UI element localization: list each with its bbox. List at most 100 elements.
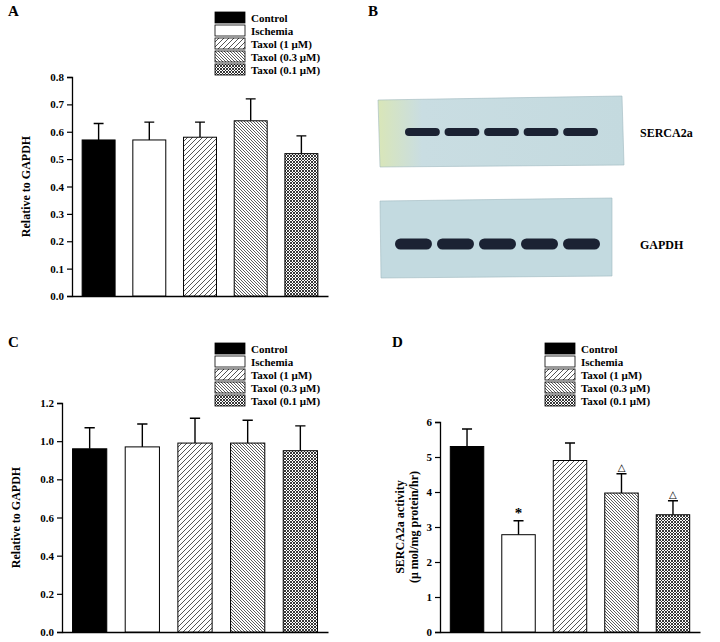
panel-label: C	[8, 334, 19, 350]
panel-label: A	[8, 3, 19, 19]
error-bar	[462, 429, 472, 447]
annotation: *	[515, 505, 523, 521]
y-tick-label: 0.1	[50, 263, 64, 275]
error-bar	[243, 420, 253, 443]
y-tick: 0.0	[50, 290, 72, 302]
legend-label: Taxol (1 μM)	[251, 38, 312, 51]
y-tick-mark	[57, 403, 62, 404]
x-axis	[441, 632, 701, 633]
y-tick: 0.7	[50, 98, 72, 110]
y-tick-mark	[435, 632, 440, 633]
y-tick-label: 4	[427, 486, 433, 498]
y-tick-label: 1.0	[40, 435, 54, 447]
bar	[605, 493, 638, 632]
x-axis-line	[73, 296, 329, 297]
annotation: △	[618, 462, 626, 473]
y-tick-label: 3	[427, 521, 433, 533]
blot-membrane	[380, 198, 612, 278]
panel: A 0.0 0.1 0.2 0.3 0.4 0.5 0.6 0.7 0.8 Relative to …	[8, 3, 329, 302]
blot-label: GAPDH	[640, 238, 684, 252]
y-tick-mark	[435, 422, 440, 423]
error-bar	[190, 418, 200, 443]
bar	[184, 137, 217, 296]
y-tick-mark	[57, 479, 62, 480]
plot-marks	[82, 99, 318, 296]
blot-band	[521, 239, 558, 250]
y-tick-label: 0.2	[40, 588, 54, 600]
y-tick: 0.8	[50, 71, 72, 83]
x-axis	[63, 632, 329, 633]
error-bar	[668, 501, 678, 515]
legend: ControlIschemiaTaxol (1 μM)Taxol (0.3 μM…	[215, 343, 320, 408]
blot-panel: BSERCA2aGAPDH	[368, 3, 693, 278]
annotation: △	[669, 489, 677, 500]
y-tick: 3	[427, 521, 441, 533]
y-tick-mark	[435, 492, 440, 493]
y-tick-label: 0.8	[50, 71, 64, 83]
error-bar	[295, 426, 305, 451]
y-tick-mark	[67, 186, 72, 187]
bar	[234, 121, 267, 296]
bar	[125, 447, 159, 632]
y-axis: 0123456	[427, 416, 441, 638]
bar	[82, 140, 115, 296]
y-tick-label: 1	[427, 591, 433, 603]
y-axis-title: Relative to GAPDH	[19, 135, 33, 237]
bar	[450, 447, 483, 633]
y-tick-mark	[57, 594, 62, 595]
y-tick-mark	[435, 527, 440, 528]
y-tick-label: 5	[427, 451, 433, 463]
y-tick-label: 6	[427, 416, 433, 428]
blot-band	[524, 128, 559, 136]
legend-label: Control	[251, 343, 287, 355]
y-tick: 0.4	[40, 550, 62, 562]
error-bar	[565, 443, 575, 461]
y-tick-mark	[435, 457, 440, 458]
y-tick-mark	[67, 104, 72, 105]
y-tick: 0.3	[50, 208, 72, 220]
y-axis-line	[435, 423, 441, 633]
blot-band	[395, 239, 432, 250]
x-axis-line	[63, 632, 329, 633]
y-tick-label: 2	[427, 556, 433, 568]
y-tick-label: 0.4	[40, 550, 54, 562]
legend-label: Taxol (1 μM)	[251, 369, 312, 382]
y-tick: 0.8	[40, 473, 62, 485]
legend: ControlIschemiaTaxol (1 μM)Taxol (0.3 μM…	[215, 12, 320, 77]
legend-swatch	[215, 356, 245, 367]
legend-swatch	[545, 382, 575, 393]
legend-swatch	[215, 64, 245, 75]
y-axis-title: (μ mol/mg protein/hr)	[407, 471, 421, 583]
y-axis: 0.0 0.1 0.2 0.3 0.4 0.5 0.6 0.7 0.8	[50, 71, 72, 302]
legend-label: Taxol (0.1 μM)	[581, 395, 650, 408]
y-tick: 0.5	[50, 153, 72, 165]
y-axis-line	[67, 78, 73, 297]
bar	[656, 515, 689, 632]
blot-band	[405, 128, 440, 136]
y-tick-mark	[67, 77, 72, 78]
x-axis	[73, 296, 329, 297]
error-bar	[85, 428, 95, 449]
y-tick-label: 0.2	[50, 235, 64, 247]
x-axis-line	[441, 632, 701, 633]
legend-label: Taxol (0.1 μM)	[251, 64, 320, 77]
legend-swatch	[545, 356, 575, 367]
legend-label: Taxol (1 μM)	[581, 369, 642, 382]
y-tick-label: 0.0	[40, 626, 54, 638]
legend-label: Taxol (0.3 μM)	[581, 382, 650, 395]
y-tick-mark	[67, 159, 72, 160]
y-tick-label: 0.4	[50, 181, 64, 193]
blot-band	[484, 128, 519, 136]
y-tick-label: 0.7	[50, 98, 64, 110]
error-bar	[616, 474, 626, 493]
legend-swatch	[215, 343, 245, 354]
legend-swatch	[545, 369, 575, 380]
error-bar	[513, 521, 523, 535]
panel-label: D	[392, 334, 403, 350]
y-tick-mark	[67, 132, 72, 133]
y-tick-label: 0.6	[50, 126, 64, 138]
y-tick: 0.2	[40, 588, 62, 600]
y-tick: 0.2	[50, 235, 72, 247]
bar	[178, 443, 212, 632]
error-bar	[144, 122, 154, 140]
